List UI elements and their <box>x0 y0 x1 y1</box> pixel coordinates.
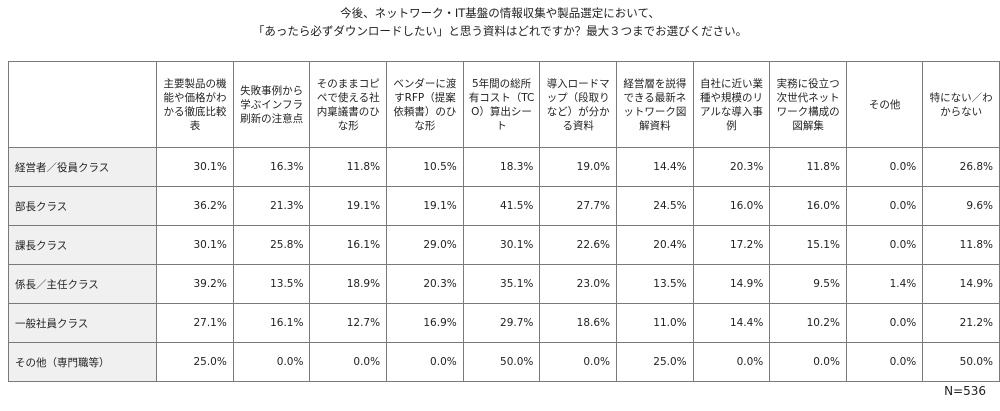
value-cell: 12.7% <box>309 303 388 343</box>
value-cell: 11.0% <box>616 303 694 343</box>
column-header: 5年間の総所有コスト（TCO）算出シート <box>462 61 541 148</box>
value-cell: 21.3% <box>232 186 311 226</box>
value-cell: 30.1% <box>462 225 541 265</box>
value-cell: 1.4% <box>845 264 924 304</box>
value-cell: 11.8% <box>769 147 847 187</box>
chart-title: 今後、ネットワーク・IT基盤の情報収集や製品選定において、 「あったら必ずダウン… <box>0 4 1000 40</box>
value-cell: 20.3% <box>692 147 771 187</box>
table-row: 一般社員クラス 27.1% 16.1% 12.7% 16.9% 29.7% 18.6% 11.… <box>7 303 1000 343</box>
value-cell: 19.1% <box>386 186 464 226</box>
value-cell: 0.0% <box>845 303 924 343</box>
column-header: そのままコピペで使える社内稟議書のひな形 <box>309 61 388 148</box>
value-cell: 0.0% <box>539 342 618 382</box>
value-cell: 0.0% <box>232 342 311 382</box>
value-cell: 25.0% <box>616 342 694 382</box>
value-cell: 9.6% <box>922 186 1000 226</box>
header-row: 主要製品の機能や価格がわかる徹底比較表 失敗事例から学ぶインフラ刷新の注意点 そ… <box>7 61 1000 148</box>
value-cell: 13.5% <box>616 264 694 304</box>
chart-title-line-2: 「あったら必ずダウンロードしたい」と思う資料はどれですか？最大３つまでお選びくだ… <box>252 24 748 38</box>
row-label: 一般社員クラス <box>7 303 158 343</box>
column-header: ベンダーに渡すRFP（提案依頼書）のひな形 <box>386 61 464 148</box>
value-cell: 29.0% <box>386 225 464 265</box>
row-label: 部長クラス <box>7 186 158 226</box>
value-cell: 0.0% <box>692 342 771 382</box>
column-header: 実務に役立つ次世代ネットワーク構成の図解集 <box>769 61 847 148</box>
value-cell: 11.8% <box>309 147 388 187</box>
table-row: 係長／主任クラス 39.2% 13.5% 18.9% 20.3% 35.1% 23.0% 13… <box>7 264 1000 304</box>
value-cell: 27.1% <box>156 303 234 343</box>
value-cell: 22.6% <box>539 225 618 265</box>
value-cell: 50.0% <box>922 342 1000 382</box>
value-cell: 16.1% <box>232 303 311 343</box>
value-cell: 23.0% <box>539 264 618 304</box>
value-cell: 0.0% <box>845 147 924 187</box>
column-header: 自社に近い業種や規模のリアルな導入事例 <box>692 61 771 148</box>
value-cell: 16.3% <box>232 147 311 187</box>
value-cell: 0.0% <box>386 342 464 382</box>
value-cell: 19.1% <box>309 186 388 226</box>
value-cell: 10.2% <box>769 303 847 343</box>
value-cell: 24.5% <box>616 186 694 226</box>
row-label: 経営者／役員クラス <box>7 147 158 187</box>
value-cell: 9.5% <box>769 264 847 304</box>
value-cell: 16.9% <box>386 303 464 343</box>
value-cell: 25.8% <box>232 225 311 265</box>
row-label: 課長クラス <box>7 225 158 265</box>
column-header: 主要製品の機能や価格がわかる徹底比較表 <box>156 61 234 148</box>
value-cell: 27.7% <box>539 186 618 226</box>
value-cell: 0.0% <box>309 342 388 382</box>
table-row: 部長クラス 36.2% 21.3% 19.1% 19.1% 41.5% 27.7% 24.5%… <box>7 186 1000 226</box>
value-cell: 14.9% <box>922 264 1000 304</box>
value-cell: 16.0% <box>769 186 847 226</box>
value-cell: 25.0% <box>156 342 234 382</box>
value-cell: 0.0% <box>769 342 847 382</box>
row-label: 係長／主任クラス <box>7 264 158 304</box>
sample-size-note: N=536 <box>944 384 986 398</box>
value-cell: 20.3% <box>386 264 464 304</box>
value-cell: 50.0% <box>462 342 541 382</box>
table-row: 経営者／役員クラス 30.1% 16.3% 11.8% 10.5% 18.3% 19.0% 1… <box>7 147 1000 187</box>
value-cell: 26.8% <box>922 147 1000 187</box>
value-cell: 39.2% <box>156 264 234 304</box>
column-header: 経営層を説得できる最新ネットワーク図解資料 <box>616 61 694 148</box>
value-cell: 18.9% <box>309 264 388 304</box>
value-cell: 0.0% <box>845 225 924 265</box>
value-cell: 18.3% <box>462 147 541 187</box>
row-label: その他（専門職等） <box>7 342 158 382</box>
chart-title-line-1: 今後、ネットワーク・IT基盤の情報収集や製品選定において、 <box>340 6 660 20</box>
value-cell: 30.1% <box>156 225 234 265</box>
value-cell: 35.1% <box>462 264 541 304</box>
value-cell: 16.0% <box>692 186 771 226</box>
value-cell: 29.7% <box>462 303 541 343</box>
value-cell: 14.4% <box>692 303 771 343</box>
table-body: 経営者／役員クラス 30.1% 16.3% 11.8% 10.5% 18.3% 19.0% 1… <box>7 147 1000 382</box>
corner-cell <box>7 61 158 148</box>
value-cell: 14.4% <box>616 147 694 187</box>
table-row: 課長クラス 30.1% 25.8% 16.1% 29.0% 30.1% 22.6% 20.4%… <box>7 225 1000 265</box>
value-cell: 16.1% <box>309 225 388 265</box>
value-cell: 36.2% <box>156 186 234 226</box>
value-cell: 0.0% <box>845 186 924 226</box>
value-cell: 0.0% <box>845 342 924 382</box>
value-cell: 19.0% <box>539 147 618 187</box>
value-cell: 11.8% <box>922 225 1000 265</box>
value-cell: 15.1% <box>769 225 847 265</box>
value-cell: 30.1% <box>156 147 234 187</box>
value-cell: 17.2% <box>692 225 771 265</box>
value-cell: 13.5% <box>232 264 311 304</box>
value-cell: 10.5% <box>386 147 464 187</box>
column-header: その他 <box>845 61 924 148</box>
value-cell: 41.5% <box>462 186 541 226</box>
value-cell: 20.4% <box>616 225 694 265</box>
value-cell: 18.6% <box>539 303 618 343</box>
value-cell: 21.2% <box>922 303 1000 343</box>
column-header: 導入ロードマップ（段取りなど）が分かる資料 <box>539 61 618 148</box>
value-cell: 14.9% <box>692 264 771 304</box>
table-row: その他（専門職等） 25.0% 0.0% 0.0% 0.0% 50.0% 0.0% 25.0%… <box>7 342 1000 382</box>
column-header: 特にない／わからない <box>922 61 1000 148</box>
results-table: 主要製品の機能や価格がわかる徹底比較表 失敗事例から学ぶインフラ刷新の注意点 そ… <box>7 61 1000 382</box>
column-header: 失敗事例から学ぶインフラ刷新の注意点 <box>232 61 311 148</box>
